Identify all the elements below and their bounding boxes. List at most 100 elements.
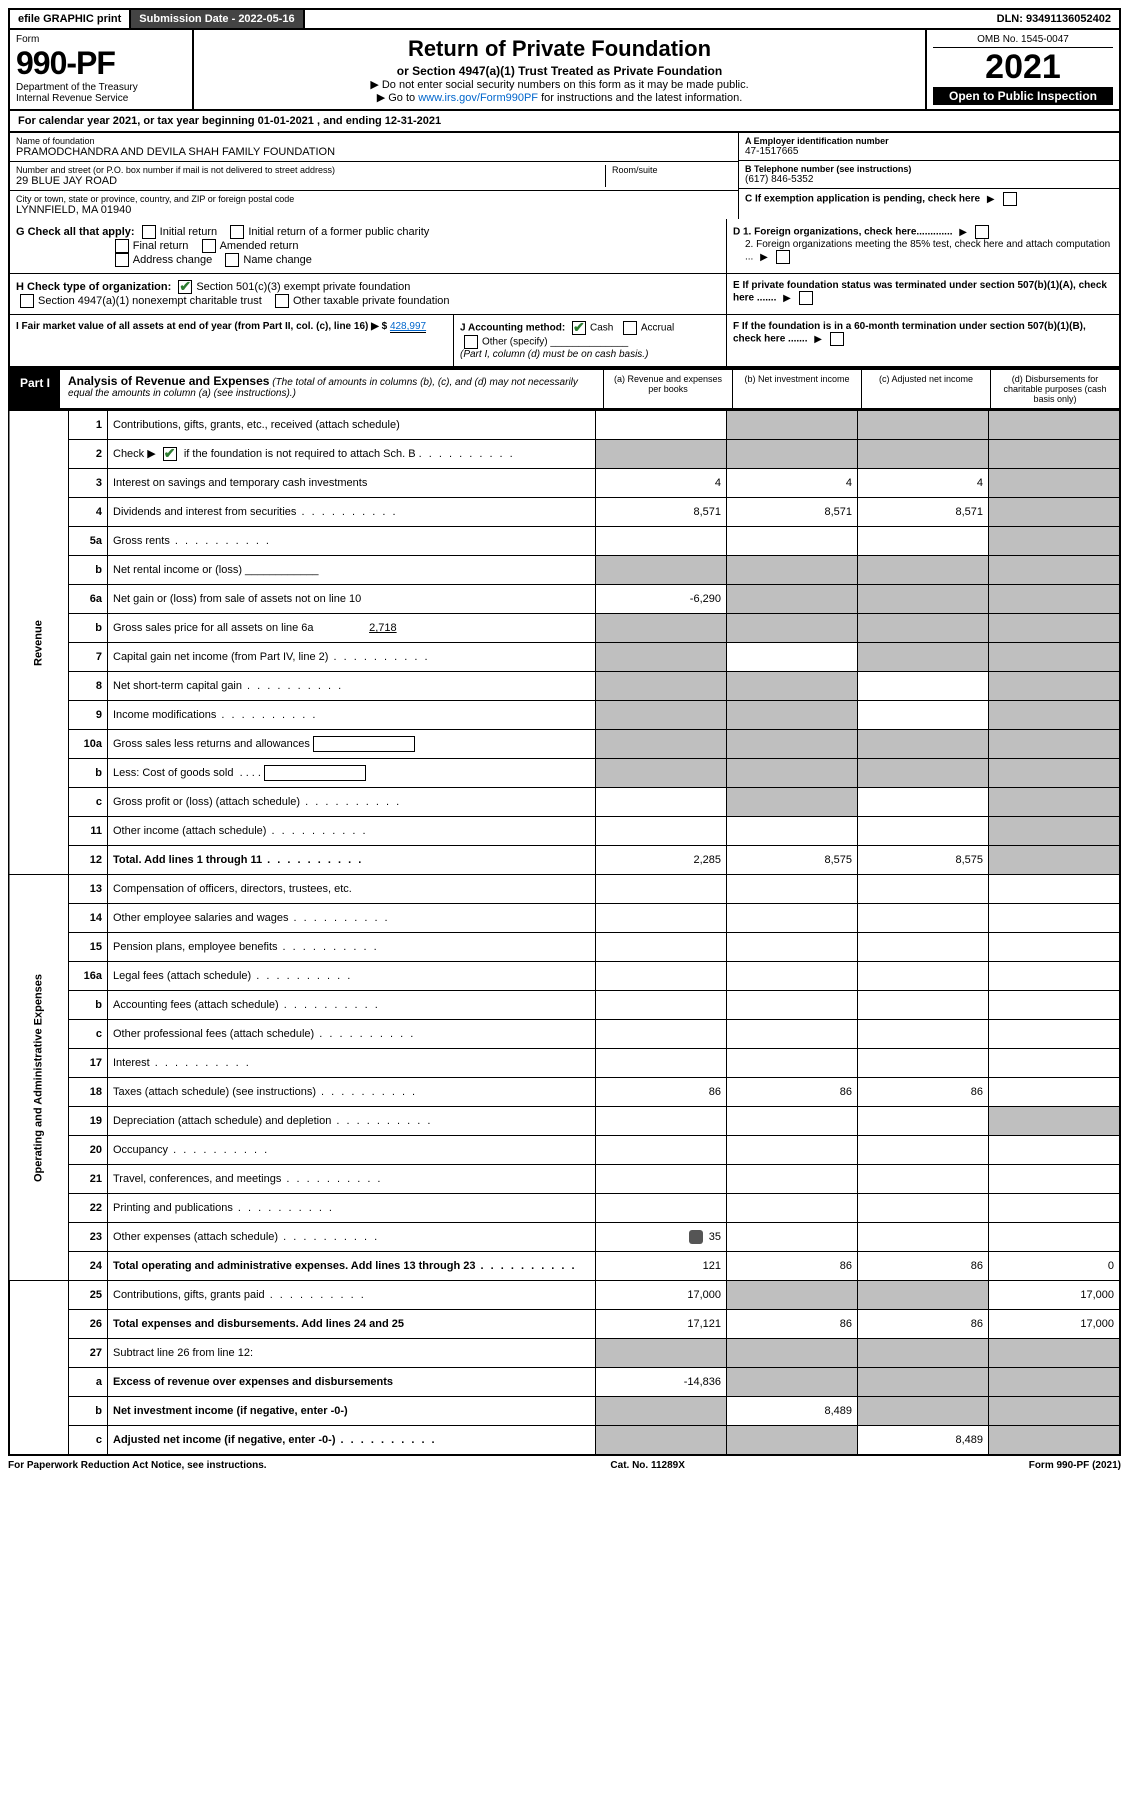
dln: DLN: 93491136052402 — [989, 10, 1119, 28]
city-cell: City or town, state or province, country… — [10, 191, 738, 219]
part1-table: Revenue 1 Contributions, gifts, grants, … — [8, 410, 1121, 1456]
row-16c: cOther professional fees (attach schedul… — [9, 1020, 1120, 1049]
cb-f[interactable] — [830, 332, 844, 346]
ein-value: 47-1517665 — [745, 146, 1113, 157]
cb-d2[interactable] — [776, 250, 790, 264]
cb-sch-b[interactable] — [163, 447, 177, 461]
col-d-header: (d) Disbursements for charitable purpose… — [990, 370, 1119, 408]
cb-addr-change[interactable] — [115, 253, 129, 267]
row-27b: bNet investment income (if negative, ent… — [9, 1397, 1120, 1426]
cb-501c3[interactable] — [178, 280, 192, 294]
row-13: Operating and Administrative Expenses 13… — [9, 875, 1120, 904]
address-cell: Number and street (or P.O. box number if… — [10, 162, 738, 191]
footer-left: For Paperwork Reduction Act Notice, see … — [8, 1460, 267, 1471]
expenses-label: Operating and Administrative Expenses — [9, 875, 69, 1281]
omb-no: OMB No. 1545-0047 — [933, 34, 1113, 48]
section-h-e: H Check type of organization: Section 50… — [8, 274, 1121, 315]
footer-mid: Cat. No. 11289X — [610, 1460, 684, 1471]
part1-header: Part I Analysis of Revenue and Expenses … — [8, 368, 1121, 410]
dept: Department of the Treasury — [16, 82, 186, 93]
cb-other-method[interactable] — [464, 335, 478, 349]
row-25: 25Contributions, gifts, grants paid 17,0… — [9, 1281, 1120, 1310]
section-i: I Fair market value of all assets at end… — [10, 315, 453, 366]
cb-cash[interactable] — [572, 321, 586, 335]
ein-cell: A Employer identification number 47-1517… — [739, 133, 1119, 161]
page-footer: For Paperwork Reduction Act Notice, see … — [8, 1456, 1121, 1475]
efile-print[interactable]: efile GRAPHIC print — [10, 10, 131, 28]
row-24: 24Total operating and administrative exp… — [9, 1252, 1120, 1281]
row-6a: 6aNet gain or (loss) from sale of assets… — [9, 585, 1120, 614]
top-bar: efile GRAPHIC print Submission Date - 20… — [8, 8, 1121, 30]
identity-block: Name of foundation PRAMODCHANDRA AND DEV… — [8, 133, 1121, 219]
row-10b: bLess: Cost of goods sold . . . . — [9, 759, 1120, 788]
row-2: 2 Check ▶ if the foundation is not requi… — [9, 440, 1120, 469]
row-15: 15Pension plans, employee benefits — [9, 933, 1120, 962]
foundation-name-cell: Name of foundation PRAMODCHANDRA AND DEV… — [10, 133, 738, 162]
row-27: 27Subtract line 26 from line 12: — [9, 1339, 1120, 1368]
section-h: H Check type of organization: Section 50… — [10, 274, 726, 314]
checkbox-c[interactable] — [1003, 192, 1017, 206]
row-12: 12Total. Add lines 1 through 11 2,285 8,… — [9, 846, 1120, 875]
header-left: Form 990-PF Department of the Treasury I… — [10, 30, 194, 109]
cb-name-change[interactable] — [225, 253, 239, 267]
cb-final[interactable] — [115, 239, 129, 253]
row-18: 18Taxes (attach schedule) (see instructi… — [9, 1078, 1120, 1107]
row-8: 8Net short-term capital gain — [9, 672, 1120, 701]
note-url: ▶ Go to www.irs.gov/Form990PF for instru… — [200, 91, 919, 104]
foundation-name: PRAMODCHANDRA AND DEVILA SHAH FAMILY FOU… — [16, 146, 732, 158]
cb-e[interactable] — [799, 291, 813, 305]
row-22: 22Printing and publications — [9, 1194, 1120, 1223]
row-10a: 10aGross sales less returns and allowanc… — [9, 730, 1120, 759]
cb-4947[interactable] — [20, 294, 34, 308]
row-16b: bAccounting fees (attach schedule) — [9, 991, 1120, 1020]
section-i-j-f: I Fair market value of all assets at end… — [8, 315, 1121, 368]
row-6b: b Gross sales price for all assets on li… — [9, 614, 1120, 643]
submission-date: Submission Date - 2022-05-16 — [131, 10, 304, 28]
calendar-year-line: For calendar year 2021, or tax year begi… — [8, 111, 1121, 133]
row-20: 20Occupancy — [9, 1136, 1120, 1165]
cb-other-taxable[interactable] — [275, 294, 289, 308]
cb-d1[interactable] — [975, 225, 989, 239]
cb-initial-former[interactable] — [230, 225, 244, 239]
section-j: J Accounting method: Cash Accrual Other … — [453, 315, 726, 366]
row-11: 11Other income (attach schedule) — [9, 817, 1120, 846]
col-a-header: (a) Revenue and expenses per books — [603, 370, 732, 408]
cb-amended[interactable] — [202, 239, 216, 253]
street-address: 29 BLUE JAY ROAD — [16, 175, 605, 187]
row-10c: cGross profit or (loss) (attach schedule… — [9, 788, 1120, 817]
phone-value: (617) 846-5352 — [745, 174, 1113, 185]
fmv-value[interactable]: 428,997 — [390, 321, 426, 333]
row-19: 19Depreciation (attach schedule) and dep… — [9, 1107, 1120, 1136]
row-21: 21Travel, conferences, and meetings — [9, 1165, 1120, 1194]
form-header: Form 990-PF Department of the Treasury I… — [8, 30, 1121, 111]
row-23: 23Other expenses (attach schedule) 35 — [9, 1223, 1120, 1252]
form-subtitle: or Section 4947(a)(1) Trust Treated as P… — [200, 64, 919, 78]
col-c-header: (c) Adjusted net income — [861, 370, 990, 408]
row-3: 3Interest on savings and temporary cash … — [9, 469, 1120, 498]
col-b-header: (b) Net investment income — [732, 370, 861, 408]
footer-right: Form 990-PF (2021) — [1029, 1460, 1121, 1471]
section-g-d: G Check all that apply: Initial return I… — [8, 219, 1121, 274]
header-right: OMB No. 1545-0047 2021 Open to Public In… — [927, 30, 1119, 109]
tax-year: 2021 — [933, 48, 1113, 87]
revenue-label: Revenue — [9, 411, 69, 875]
room-suite-label: Room/suite — [612, 165, 732, 175]
section-g: G Check all that apply: Initial return I… — [10, 219, 726, 273]
section-e: E If private foundation status was termi… — [726, 274, 1119, 314]
row-4: 4Dividends and interest from securities … — [9, 498, 1120, 527]
row-14: 14Other employee salaries and wages — [9, 904, 1120, 933]
row-9: 9Income modifications — [9, 701, 1120, 730]
form-number: 990-PF — [16, 45, 186, 82]
row-16a: 16aLegal fees (attach schedule) — [9, 962, 1120, 991]
item-c: C If exemption application is pending, c… — [739, 189, 1119, 209]
phone-cell: B Telephone number (see instructions) (6… — [739, 161, 1119, 189]
attachment-icon[interactable] — [689, 1230, 703, 1244]
cb-initial[interactable] — [142, 225, 156, 239]
note-ssn: ▶ Do not enter social security numbers o… — [200, 78, 919, 91]
irs-link[interactable]: www.irs.gov/Form990PF — [418, 92, 538, 104]
form-word: Form — [16, 34, 186, 45]
part1-tag: Part I — [10, 370, 60, 408]
cb-accrual[interactable] — [623, 321, 637, 335]
row-26: 26Total expenses and disbursements. Add … — [9, 1310, 1120, 1339]
row-5b: bNet rental income or (loss) ___________… — [9, 556, 1120, 585]
